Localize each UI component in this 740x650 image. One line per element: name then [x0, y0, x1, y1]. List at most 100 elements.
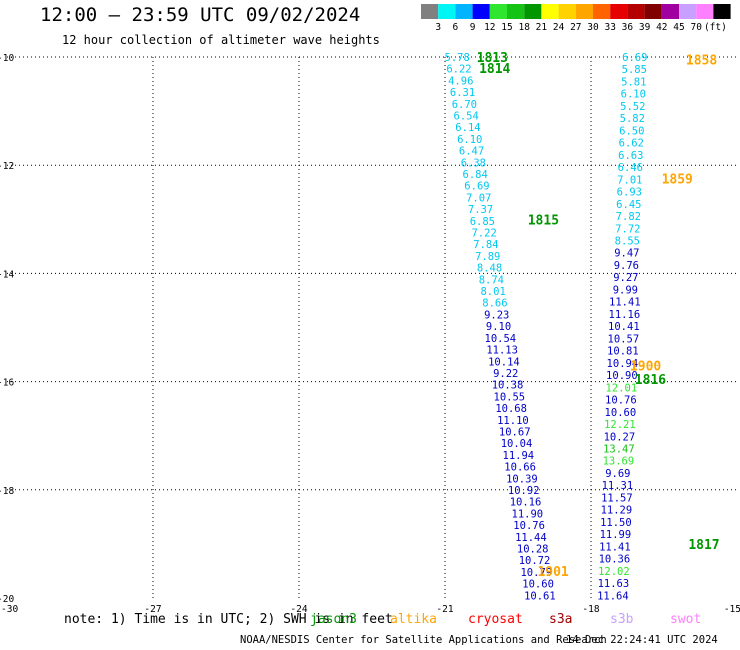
track-a-value: 10.16: [510, 497, 542, 509]
colorbar-swatch: [455, 4, 473, 19]
track-b-value: 10.90: [606, 370, 638, 382]
track-a-value: 8.48: [477, 263, 502, 275]
track-b-value: 8.55: [615, 236, 640, 248]
track-a-value: 10.55: [494, 391, 526, 403]
track-a-value: 10.54: [485, 333, 517, 345]
track-a-value: 6.54: [454, 111, 479, 123]
chart-tracks: 5.786.224.966.316.706.546.146.106.476.38…: [445, 52, 648, 602]
track-a-value: 6.84: [463, 169, 488, 181]
time-label: 1900: [630, 359, 661, 374]
track-b-value: 11.16: [609, 309, 641, 321]
track-b-value: 11.64: [597, 590, 629, 602]
track-b-value: 9.69: [605, 468, 630, 480]
track-b-value: 10.94: [607, 358, 639, 370]
time-label: 1815: [528, 213, 559, 228]
legend-altika: altika: [390, 612, 437, 627]
colorbar-swatch: [575, 4, 593, 19]
colorbar-level-label: 39: [639, 22, 651, 33]
track-a-value: 11.13: [486, 345, 518, 357]
track-b-value: 12.01: [606, 382, 638, 394]
time-label: 1816: [635, 373, 666, 388]
altimeter-chart: -30 -27 -24 -21 -18 -15 -10 -12 -14 -16 -18 -20 5.7…: [0, 51, 740, 615]
track-a-value: 10.61: [524, 590, 556, 602]
track-a-value: 10.60: [522, 579, 554, 591]
track-a-value: 8.74: [479, 274, 504, 286]
track-b-value: 7.72: [615, 223, 640, 235]
x-tick-label: -21: [436, 604, 453, 615]
track-a-value: 9.23: [484, 309, 509, 321]
colorbar-swatch: [627, 4, 645, 19]
colorbar-swatch: [472, 4, 490, 19]
track-b-value: 9.47: [614, 248, 639, 260]
colorbar-level-label: 33: [604, 22, 615, 33]
track-b-value: 6.93: [617, 187, 642, 199]
track-b-value: 5.82: [620, 113, 645, 125]
chart-grid: [7, 56, 737, 598]
track-a-value: 10.04: [501, 438, 533, 450]
track-a-value: 6.38: [461, 157, 486, 169]
track-b-value: 6.50: [619, 125, 644, 137]
track-a-value: 4.96: [448, 75, 473, 87]
track-b-value: 10.41: [608, 321, 640, 333]
track-a-value: 5.78: [445, 52, 470, 64]
track-a-value: 8.66: [482, 298, 507, 310]
track-b-value: 10.36: [599, 554, 631, 566]
legend-swot: swot: [670, 612, 702, 627]
legend-jason3: jason3: [310, 612, 357, 627]
track-a-value: 10.68: [495, 403, 527, 415]
colorbar-level-label: 30: [587, 22, 599, 33]
colorbar-level-label: 12: [484, 22, 495, 33]
track-a-value: 11.10: [497, 415, 529, 427]
colorbar-level-label: 9: [470, 22, 476, 33]
track-b-value: 11.41: [599, 541, 631, 553]
track-b-value: 5.81: [621, 76, 646, 88]
track-a-value: 6.31: [450, 87, 475, 99]
colorbar-level-label: 36: [622, 22, 634, 33]
track-b-value: 11.57: [601, 492, 633, 504]
y-tick-label: -10: [0, 53, 14, 64]
track-b-value: 10.27: [604, 431, 636, 443]
time-label: 1858: [686, 54, 717, 69]
page-subtitle: 12 hour collection of altimeter wave hei…: [62, 33, 380, 47]
track-a-value: 10.72: [519, 555, 551, 567]
track-a-value: 11.90: [512, 508, 544, 520]
track-b-value: 12.21: [604, 419, 636, 431]
colorbar-swatch: [610, 4, 628, 19]
x-tick-label: -30: [1, 604, 18, 615]
x-tick-label: -27: [144, 604, 161, 615]
note-text: note: 1) Time is in UTC; 2) SWH is in fe…: [64, 612, 393, 627]
colorbar-swatch: [713, 4, 731, 19]
colorbar-swatch: [507, 4, 525, 19]
track-b-value: 5.52: [620, 101, 645, 113]
colorbar-swatch: [541, 4, 559, 19]
track-b-value: 12.02: [598, 566, 630, 578]
footer-credit: NOAA/NESDIS Center for Satellite Applica…: [240, 634, 607, 646]
track-a-value: 6.10: [457, 134, 482, 146]
colorbar-level-label: 21: [536, 22, 548, 33]
colorbar-swatch: [421, 4, 439, 19]
track-b-value: 6.45: [616, 199, 641, 211]
colorbar-level-label: 42: [656, 22, 667, 33]
y-tick-label: -14: [0, 269, 14, 280]
track-b-value: 11.31: [602, 480, 634, 492]
track-b-value: 5.85: [622, 64, 647, 76]
track-a-value: 6.22: [446, 64, 471, 76]
time-label: 1814: [479, 62, 510, 77]
track-a-value: 7.07: [466, 192, 491, 204]
y-tick-label: -18: [0, 486, 14, 497]
footer-timestamp: 14 Dec 22:24:41 UTC 2024: [566, 634, 718, 646]
y-tick-label: -12: [0, 161, 14, 172]
track-a-value: 10.79: [520, 567, 552, 579]
track-b-value: 11.99: [600, 529, 632, 541]
track-b-value: 11.29: [601, 505, 633, 517]
time-label: 1859: [662, 173, 693, 188]
x-tick-label: -18: [582, 604, 599, 615]
y-tick-label: -20: [0, 594, 14, 605]
track-a-value: 6.69: [464, 181, 489, 193]
track-a-value: 10.28: [517, 543, 549, 555]
track-a-value: 10.92: [508, 485, 540, 497]
track-a-value: 7.89: [475, 251, 500, 263]
track-b-value: 9.76: [614, 260, 639, 272]
track-a-value: 7.37: [468, 204, 493, 216]
legend-s3a: s3a: [549, 612, 573, 627]
